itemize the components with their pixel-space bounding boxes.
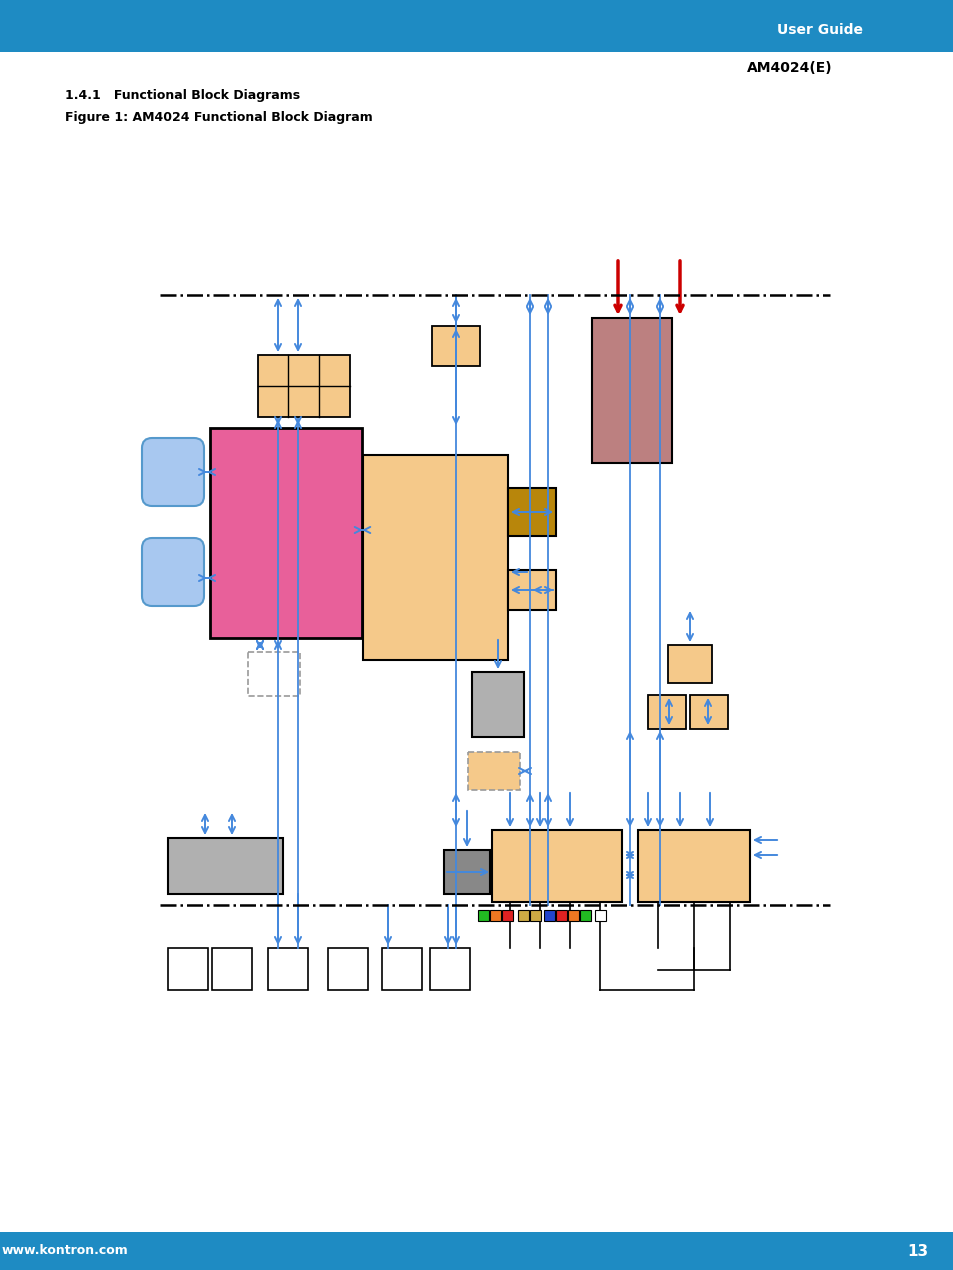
Bar <box>647 695 685 729</box>
Text: AM4024(E): AM4024(E) <box>746 61 832 75</box>
Bar <box>556 911 566 921</box>
Bar <box>248 652 299 696</box>
Text: Figure 1: AM4024 Functional Block Diagram: Figure 1: AM4024 Functional Block Diagra… <box>65 112 373 124</box>
Text: 1.4.1   Functional Block Diagrams: 1.4.1 Functional Block Diagrams <box>65 89 300 103</box>
FancyBboxPatch shape <box>142 538 204 606</box>
Bar <box>517 911 529 921</box>
Bar <box>595 911 605 921</box>
Bar <box>468 752 519 790</box>
Bar <box>667 645 711 683</box>
Bar <box>210 428 361 638</box>
Bar <box>543 911 555 921</box>
FancyBboxPatch shape <box>0 0 953 52</box>
Bar <box>168 947 208 991</box>
Bar <box>492 831 621 902</box>
Bar <box>477 911 489 921</box>
Bar <box>507 570 556 610</box>
Bar <box>501 911 513 921</box>
Bar <box>507 488 556 536</box>
Bar <box>363 455 507 660</box>
Bar <box>268 947 308 991</box>
FancyBboxPatch shape <box>142 438 204 505</box>
Bar <box>443 850 490 894</box>
Bar <box>689 695 727 729</box>
Bar <box>430 947 470 991</box>
Bar <box>432 326 479 366</box>
Bar <box>638 831 749 902</box>
Bar <box>567 911 578 921</box>
Bar <box>212 947 252 991</box>
Bar <box>530 911 540 921</box>
Text: www.kontron.com: www.kontron.com <box>2 1245 129 1257</box>
Bar <box>381 947 421 991</box>
FancyBboxPatch shape <box>0 1232 953 1270</box>
Bar <box>592 318 671 464</box>
Text: 13: 13 <box>906 1243 927 1259</box>
Bar <box>490 911 500 921</box>
Text: User Guide: User Guide <box>776 23 862 37</box>
Bar <box>472 672 523 737</box>
Bar <box>579 911 590 921</box>
Bar <box>168 838 283 894</box>
Bar <box>328 947 368 991</box>
Bar <box>257 356 350 417</box>
